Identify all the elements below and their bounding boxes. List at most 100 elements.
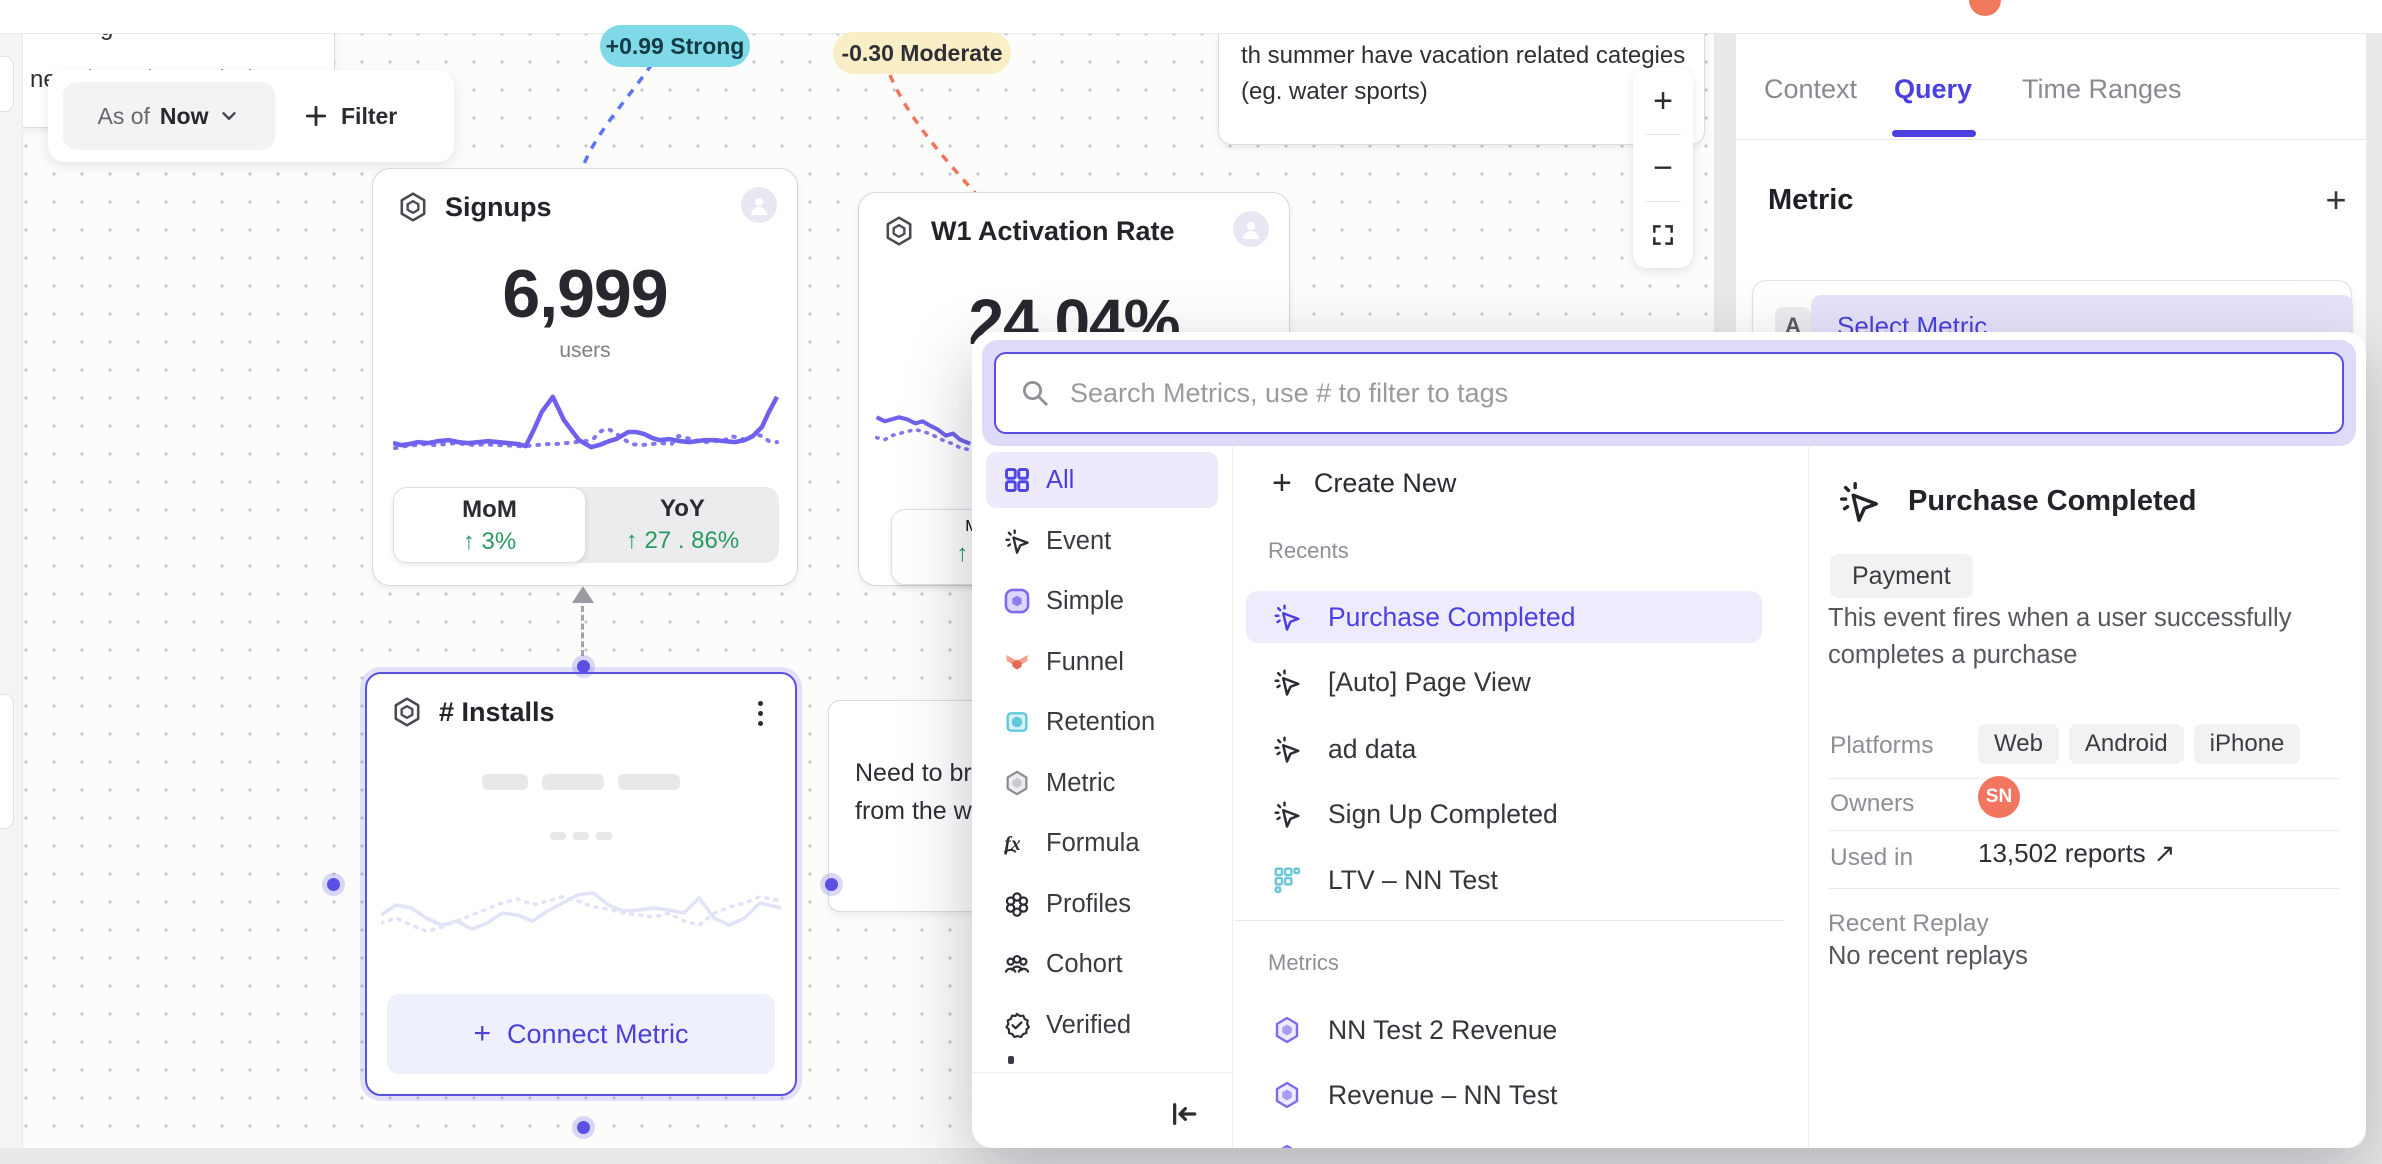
active-tab-underline <box>1892 130 1976 137</box>
grid-icon <box>1002 466 1032 494</box>
correlation-line-strong <box>582 63 654 165</box>
metric-item-revenue-nn-test[interactable]: Revenue – NN Test <box>1246 1069 1762 1121</box>
recent-item-ad-data[interactable]: ad data <box>1246 723 1762 775</box>
metric-unit: users <box>559 339 611 362</box>
cohort-people-icon <box>1002 950 1032 978</box>
comparison-toggle: MoM ↑ 3% YoY ↑ 27 . 86% <box>393 487 779 563</box>
footer-divider <box>972 1072 1232 1073</box>
metric-section-title: Metric <box>1768 184 1854 216</box>
retention-icon <box>1002 708 1032 736</box>
toggle-yoy[interactable]: YoY ↑ 27 . 86% <box>586 487 779 563</box>
as-of-label: As of <box>97 102 150 129</box>
event-cursor-icon <box>1270 734 1304 764</box>
sparkline-solid-series <box>393 394 779 450</box>
used-in-label: Used in <box>1830 844 1914 871</box>
metric-item-clipped[interactable] <box>1246 1132 1762 1148</box>
as-of-dropdown[interactable]: As of Now <box>63 82 275 150</box>
filter-label: Filter <box>341 102 398 129</box>
connector-handle-left[interactable] <box>327 878 340 891</box>
owners-label: Owners <box>1830 790 1915 817</box>
card-title: Signups <box>445 191 552 222</box>
category-verified[interactable]: Verified <box>986 997 1218 1053</box>
correlation-badge-strong[interactable]: +0.99 Strong <box>600 25 750 67</box>
event-cursor-icon <box>1270 667 1304 697</box>
tab-context[interactable]: Context <box>1764 74 1858 104</box>
zoom-controls: + − <box>1633 68 1693 268</box>
recent-item-purchase-completed[interactable]: Purchase Completed <box>1246 591 1762 643</box>
category-cohort[interactable]: Cohort <box>986 936 1218 992</box>
metric-item-nn-test-2-revenue[interactable]: NN Test 2 Revenue <box>1246 1004 1762 1056</box>
clipped-text-line: g <box>100 34 220 42</box>
profiles-cluster-icon <box>1002 890 1032 918</box>
yoy-value: ↑ 27 . 86% <box>625 527 740 554</box>
card-title: W1 Activation Rate <box>931 215 1175 246</box>
correlation-badge-moderate[interactable]: -0.30 Moderate <box>833 32 1011 74</box>
sticky-note-vacation[interactable]: th summer have vacation related categies… <box>1218 33 1705 145</box>
category-all[interactable]: All <box>986 452 1218 508</box>
recent-replay-value: No recent replays <box>1828 942 2028 970</box>
connector-handle-right[interactable] <box>825 878 838 891</box>
owner-avatar: SN <box>1978 776 2020 818</box>
row-divider <box>1828 778 2340 779</box>
card-menu-kebab-icon[interactable] <box>747 696 773 730</box>
recent-item-ltv-nn-test[interactable]: LTV – NN Test <box>1246 854 1762 906</box>
funnel-icon <box>1002 648 1032 676</box>
tab-time-ranges[interactable]: Time Ranges <box>2022 74 2182 104</box>
metric-card-signups[interactable]: Signups 6,999 users MoM ↑ 3% YoY ↑ 27 . … <box>372 168 798 586</box>
recent-item-auto-page-view[interactable]: [Auto] Page View <box>1246 656 1762 708</box>
category-retention[interactable]: Retention <box>986 694 1218 750</box>
event-cursor-icon <box>1002 527 1032 555</box>
detail-description: This event fires when a user successfull… <box>1828 604 2292 669</box>
hexagon-metric-icon <box>1270 1015 1304 1045</box>
create-new-button[interactable]: + Create New <box>1272 466 1456 500</box>
zoom-out-button[interactable]: − <box>1653 148 1673 187</box>
connector-arrowhead <box>572 586 594 603</box>
add-metric-button[interactable]: + <box>2325 179 2347 220</box>
metric-hexagon-icon <box>394 697 420 727</box>
collapse-panel-button[interactable] <box>1168 1098 1200 1130</box>
note-text: from the wa <box>855 797 986 825</box>
category-profiles[interactable]: Profiles <box>986 876 1218 932</box>
correlation-line-moderate <box>888 74 978 196</box>
signups-sparkline <box>393 394 779 451</box>
activation-sparkline <box>875 415 973 452</box>
skeleton-placeholder <box>367 774 795 790</box>
connector-handle-top[interactable] <box>577 660 590 673</box>
sparkline-dotted-series <box>381 895 781 934</box>
category-metric[interactable]: Metric <box>986 755 1218 811</box>
collapsed-left-sidebar[interactable] <box>0 34 23 1148</box>
used-in-reports-link[interactable]: 13,502 reports ↗ <box>1978 838 2176 868</box>
platform-chips: Web Android iPhone <box>1978 724 2301 764</box>
search-icon <box>1023 381 1048 406</box>
metric-search-input[interactable]: Search Metrics, use # to filter to tags <box>994 352 2344 434</box>
add-filter-button[interactable]: Filter <box>303 103 397 130</box>
hexagon-icon <box>1002 769 1032 797</box>
event-cursor-icon <box>1270 602 1304 632</box>
row-divider <box>1828 888 2340 889</box>
sidebar-tab[interactable] <box>0 56 14 112</box>
fit-screen-button[interactable] <box>1633 202 1693 268</box>
fullscreen-icon <box>1653 225 1673 245</box>
clipped-category-icon <box>1008 1056 1014 1064</box>
recent-item-sign-up-completed[interactable]: Sign Up Completed <box>1246 788 1762 840</box>
tab-query[interactable]: Query <box>1894 74 1973 104</box>
column-divider <box>1232 446 1233 1148</box>
sidebar-tab[interactable] <box>0 694 14 829</box>
category-simple[interactable]: Simple <box>986 573 1218 629</box>
connector-handle-bottom[interactable] <box>577 1121 590 1134</box>
search-placeholder: Search Metrics, use # to filter to tags <box>1070 377 1509 408</box>
person-icon <box>751 198 767 215</box>
connect-metric-button[interactable]: + Connect Metric <box>387 994 775 1074</box>
metrics-section-label: Metrics <box>1268 950 1339 975</box>
category-formula[interactable]: fx Formula <box>986 815 1218 871</box>
yoy-label: YoY <box>660 495 705 522</box>
category-funnel[interactable]: Funnel <box>986 634 1218 690</box>
panel-tabs: Context Query Time Ranges <box>1736 34 2366 140</box>
toggle-mom[interactable]: MoM ↑ 3% <box>393 487 586 563</box>
category-event[interactable]: Event <box>986 513 1218 569</box>
note-text: Need to brin <box>855 759 992 787</box>
hexagon-metric-icon <box>1270 1080 1304 1110</box>
zoom-in-button[interactable]: + <box>1653 81 1673 120</box>
metric-card-installs[interactable]: # Installs + Connect Metric <box>365 672 797 1096</box>
detail-tag-payment[interactable]: Payment <box>1830 554 1973 598</box>
